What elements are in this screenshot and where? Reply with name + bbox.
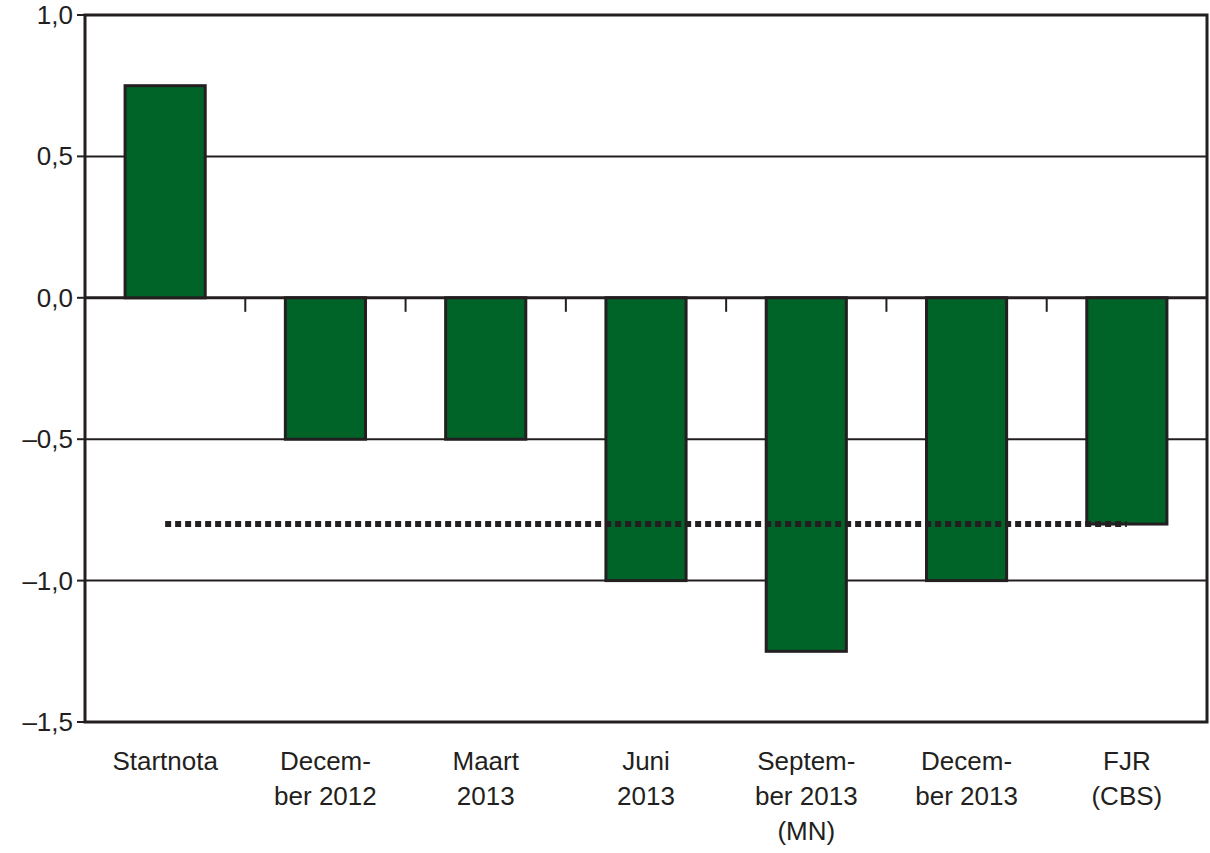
bar (1087, 298, 1167, 524)
x-tick (405, 298, 407, 312)
x-tick-label-line: Juni (622, 746, 670, 776)
plot-frame (85, 15, 1207, 722)
x-tick-label-line: Startnota (112, 746, 218, 776)
y-tick-label: 0,5 (37, 141, 73, 171)
x-tick-label-line: ber 2013 (755, 781, 858, 811)
x-tick-label-line: 2013 (457, 781, 515, 811)
x-tick (885, 298, 887, 312)
x-tick-label-line: (CBS) (1091, 781, 1162, 811)
x-tick-label-line: Maart (452, 746, 519, 776)
bar (766, 298, 846, 652)
y-tick-label: –1,0 (22, 566, 73, 596)
x-tick-label: Maart 2013 (452, 746, 519, 811)
y-tick-label: 0,0 (37, 283, 73, 313)
x-tick (244, 298, 246, 312)
x-tick (565, 298, 567, 312)
x-tick (1046, 298, 1048, 312)
x-tick-label-line: ber 2012 (274, 781, 377, 811)
x-tick-label-line: Decem- (921, 746, 1012, 776)
x-tick (725, 298, 727, 312)
x-tick-label-line: Decem- (280, 746, 371, 776)
bar (125, 86, 205, 298)
x-tick-label: Decem-ber 2013 (915, 746, 1018, 811)
x-tick-label-line: Septem- (757, 746, 855, 776)
x-tick-label: FJR (CBS) (1091, 746, 1162, 811)
y-tick-label: 1,0 (37, 0, 73, 30)
y-tick-label: –1,5 (22, 707, 73, 737)
x-tick-label-line: ber 2013 (915, 781, 1018, 811)
y-tick-label: –0,5 (22, 424, 73, 454)
bar (285, 298, 365, 439)
reference-line (165, 521, 1127, 527)
bar (927, 298, 1007, 581)
x-tick-label: Startnota (112, 746, 218, 776)
x-tick-label: Decem-ber 2012 (274, 746, 377, 811)
grid-line (85, 155, 1207, 157)
x-tick-label-line: 2013 (617, 781, 675, 811)
x-tick-label-line: (MN) (777, 816, 835, 846)
x-tick-label: Juni 2013 (617, 746, 675, 811)
x-tick-label-line: FJR (1103, 746, 1151, 776)
x-tick-label: Septem-ber 2013 (MN) (755, 746, 858, 846)
bar (606, 298, 686, 581)
bar (446, 298, 526, 439)
